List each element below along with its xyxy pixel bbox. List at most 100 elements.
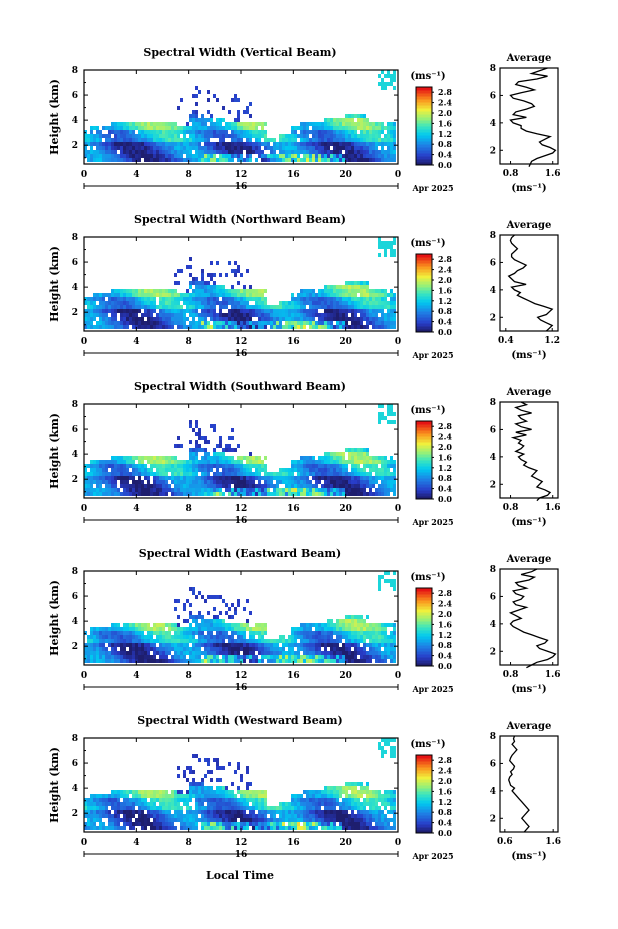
heatmap-cell bbox=[189, 158, 192, 162]
heatmap-cell bbox=[177, 472, 180, 476]
heatmap-cell bbox=[348, 281, 351, 285]
heatmap-cell bbox=[393, 480, 396, 484]
heatmap-cell bbox=[330, 619, 333, 623]
heatmap-cell bbox=[315, 309, 318, 313]
heatmap-cell bbox=[234, 146, 237, 150]
heatmap-cell bbox=[198, 436, 201, 440]
heatmap-cell bbox=[249, 631, 252, 635]
average-title: Average bbox=[506, 387, 552, 398]
heatmap-cell bbox=[108, 643, 111, 647]
average-y-tick-label: 2 bbox=[490, 146, 496, 156]
heatmap-cell bbox=[354, 802, 357, 806]
heatmap-cell bbox=[246, 146, 249, 150]
heatmap-cell bbox=[282, 313, 285, 317]
heatmap-cell bbox=[315, 480, 318, 484]
heatmap-cell bbox=[189, 305, 192, 309]
heatmap-cell bbox=[303, 325, 306, 329]
heatmap-cell bbox=[105, 627, 108, 631]
heatmap-cell bbox=[321, 138, 324, 142]
heatmap-cell bbox=[372, 651, 375, 655]
heatmap-cell bbox=[183, 460, 186, 464]
heatmap-cell bbox=[120, 154, 123, 158]
heatmap-cell bbox=[192, 110, 195, 114]
heatmap-cell bbox=[144, 297, 147, 301]
heatmap-cell bbox=[150, 460, 153, 464]
heatmap-cell bbox=[93, 643, 96, 647]
heatmap-cell bbox=[141, 134, 144, 138]
heatmap-cell bbox=[180, 325, 183, 329]
heatmap-cell bbox=[213, 615, 216, 619]
heatmap-cell bbox=[165, 297, 168, 301]
colorbar-tick-label: 0.4 bbox=[438, 317, 452, 327]
heatmap-cell bbox=[285, 317, 288, 321]
heatmap-cell bbox=[219, 619, 222, 623]
heatmap-cell bbox=[306, 631, 309, 635]
heatmap-cell bbox=[357, 464, 360, 468]
heatmap-cell bbox=[90, 635, 93, 639]
heatmap-cell bbox=[366, 464, 369, 468]
heatmap-cell bbox=[198, 647, 201, 651]
heatmap-cell bbox=[321, 476, 324, 480]
heatmap-cell bbox=[360, 492, 363, 496]
heatmap-cell bbox=[117, 464, 120, 468]
heatmap-cell bbox=[372, 122, 375, 126]
colorbar-tick-label: 2.8 bbox=[438, 254, 452, 264]
heatmap-cell bbox=[207, 98, 210, 102]
heatmap-cell bbox=[99, 627, 102, 631]
heatmap-cell bbox=[231, 146, 234, 150]
heatmap-cell bbox=[108, 321, 111, 325]
heatmap-cell bbox=[204, 643, 207, 647]
heatmap-cell bbox=[312, 309, 315, 313]
heatmap-cell bbox=[231, 313, 234, 317]
heatmap-cell bbox=[231, 639, 234, 643]
heatmap-cell bbox=[105, 794, 108, 798]
heatmap-cell bbox=[108, 150, 111, 154]
colorbar-swatch bbox=[416, 469, 432, 473]
heatmap-cell bbox=[381, 754, 384, 758]
heatmap-cell bbox=[330, 154, 333, 158]
heatmap-cell bbox=[225, 321, 228, 325]
heatmap-cell bbox=[204, 794, 207, 798]
heatmap-cell bbox=[255, 301, 258, 305]
heatmap-cell bbox=[291, 639, 294, 643]
heatmap-cell bbox=[318, 468, 321, 472]
heatmap-cell bbox=[360, 472, 363, 476]
heatmap-cell bbox=[387, 639, 390, 643]
average-x-tick-label: 1.6 bbox=[545, 503, 561, 513]
heatmap-cell bbox=[225, 297, 228, 301]
heatmap-cell bbox=[156, 651, 159, 655]
date-mark: 16 bbox=[235, 349, 248, 359]
heatmap-cell bbox=[249, 134, 252, 138]
heatmap-cell bbox=[201, 150, 204, 154]
heatmap-cell bbox=[135, 623, 138, 627]
heatmap-cell bbox=[141, 464, 144, 468]
heatmap-cell bbox=[210, 623, 213, 627]
heatmap-cell bbox=[135, 305, 138, 309]
heatmap-cell bbox=[342, 313, 345, 317]
heatmap-cell bbox=[369, 488, 372, 492]
heatmap-cell bbox=[273, 309, 276, 313]
heatmap-cell bbox=[195, 325, 198, 329]
heatmap-cell bbox=[159, 297, 162, 301]
heatmap-cell bbox=[315, 631, 318, 635]
heatmap-cell bbox=[228, 794, 231, 798]
heatmap-cell bbox=[120, 293, 123, 297]
heatmap-cell bbox=[258, 647, 261, 651]
heatmap-cell bbox=[204, 492, 207, 496]
heatmap-cell bbox=[87, 301, 90, 305]
heatmap-cell bbox=[222, 325, 225, 329]
heatmap-cell bbox=[342, 631, 345, 635]
heatmap-cell bbox=[378, 154, 381, 158]
heatmap-cell bbox=[189, 472, 192, 476]
heatmap-cell bbox=[312, 488, 315, 492]
heatmap-cell bbox=[84, 492, 87, 496]
heatmap-cell bbox=[192, 293, 195, 297]
heatmap-cell bbox=[354, 647, 357, 651]
heatmap-cell bbox=[123, 146, 126, 150]
heatmap-cell bbox=[159, 484, 162, 488]
heatmap-cell bbox=[369, 138, 372, 142]
heatmap-cell bbox=[96, 639, 99, 643]
heatmap-cell bbox=[198, 325, 201, 329]
heatmap-cell bbox=[225, 643, 228, 647]
heatmap-cell bbox=[114, 142, 117, 146]
